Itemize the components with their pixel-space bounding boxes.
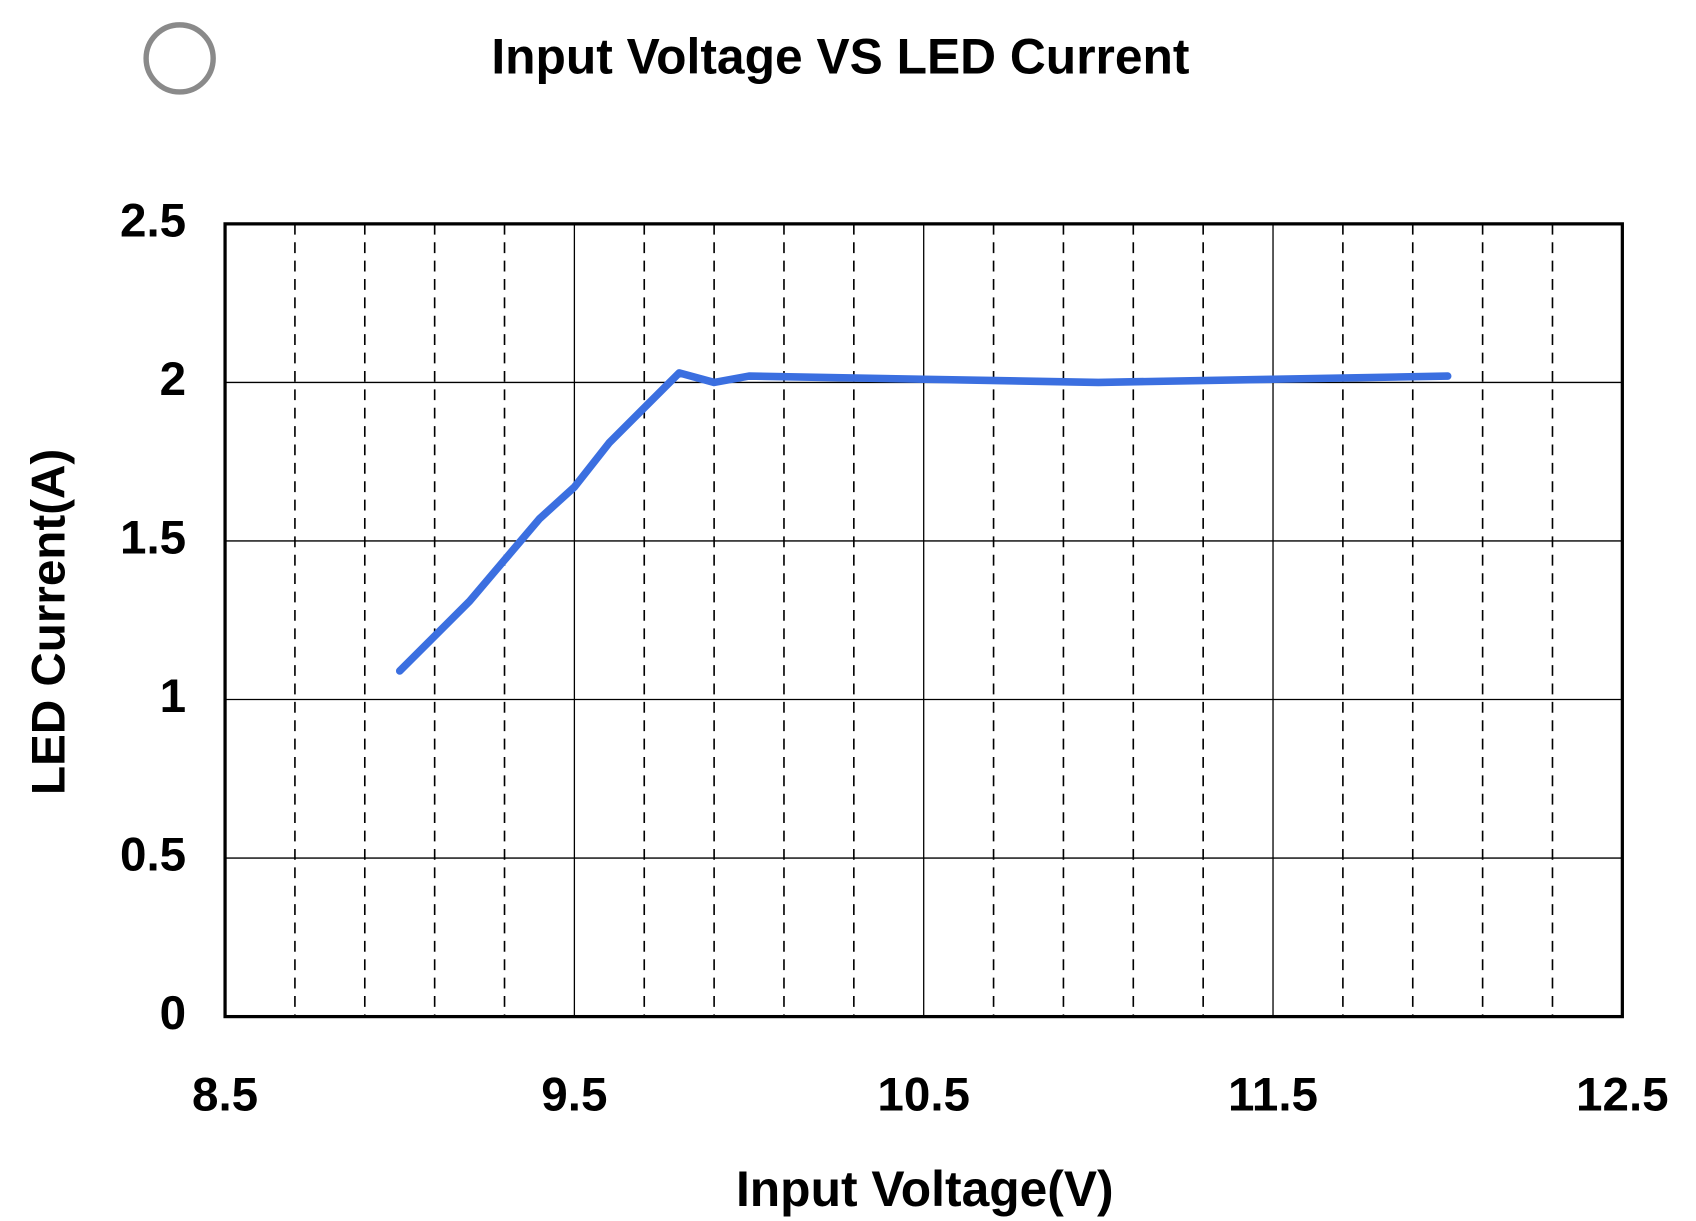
y-tick-label: 0 (160, 987, 186, 1040)
y-tick-label: 0.5 (120, 829, 186, 882)
x-axis-label: Input Voltage(V) (736, 1161, 1114, 1217)
y-tick-label: 2 (160, 353, 186, 406)
y-tick-label: 1 (160, 670, 186, 723)
y-tick-label: 2.5 (120, 194, 186, 247)
x-tick-label: 10.5 (877, 1068, 970, 1121)
data-line (395, 369, 1452, 675)
plot-frame (223, 222, 1624, 1019)
x-tick-label: 8.5 (192, 1068, 258, 1121)
y-tick-label: 1.5 (120, 512, 186, 565)
radio-button[interactable] (143, 22, 216, 95)
y-axis-label: LED Current(A) (23, 449, 76, 795)
x-tick-label: 12.5 (1576, 1068, 1669, 1121)
chart-title: Input Voltage VS LED Current (491, 29, 1189, 85)
x-tick-label: 9.5 (541, 1068, 607, 1121)
x-tick-label: 11.5 (1228, 1068, 1318, 1121)
